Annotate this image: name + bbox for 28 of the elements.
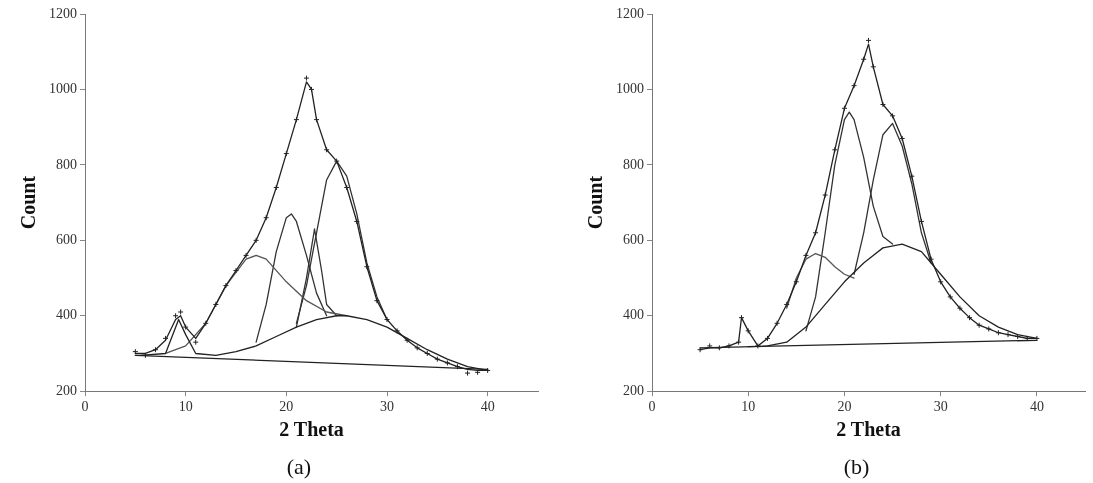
x-tick-label: 0 bbox=[648, 399, 656, 415]
y-tick-label: 200 bbox=[56, 382, 77, 398]
y-tick-label: 800 bbox=[56, 156, 77, 172]
y-tick-label: 800 bbox=[623, 156, 644, 172]
text: (a) bbox=[286, 453, 312, 479]
x-tick-label: 40 bbox=[1029, 399, 1044, 415]
y-tick-label: 1200 bbox=[49, 5, 77, 21]
x-tick-label: 10 bbox=[741, 399, 756, 415]
y-tick-label: 1000 bbox=[616, 81, 644, 97]
x-tick-label: 20 bbox=[279, 399, 294, 415]
y-tick-label: 400 bbox=[56, 307, 77, 323]
y-axis-title: Count bbox=[17, 175, 40, 230]
x-tick-label: 30 bbox=[933, 399, 948, 415]
y-tick-label: 400 bbox=[623, 307, 644, 323]
y-tick-label: 600 bbox=[623, 231, 644, 247]
y-tick-label: 1000 bbox=[49, 81, 77, 97]
x-axis-title: 2 Theta bbox=[279, 418, 344, 441]
x-axis-title: 2 Theta bbox=[836, 418, 901, 441]
x-tick-label: 10 bbox=[178, 399, 193, 415]
x-tick-label: 40 bbox=[480, 399, 495, 415]
x-tick-label: 30 bbox=[380, 399, 394, 415]
y-axis-title: Count bbox=[584, 175, 607, 230]
x-tick-label: 0 bbox=[81, 399, 89, 415]
y-tick-label: 1200 bbox=[616, 5, 644, 21]
y-tick-label: 200 bbox=[623, 382, 644, 398]
x-tick-label: 20 bbox=[837, 399, 852, 415]
text: (b) bbox=[843, 453, 870, 479]
y-tick-label: 600 bbox=[56, 231, 77, 247]
